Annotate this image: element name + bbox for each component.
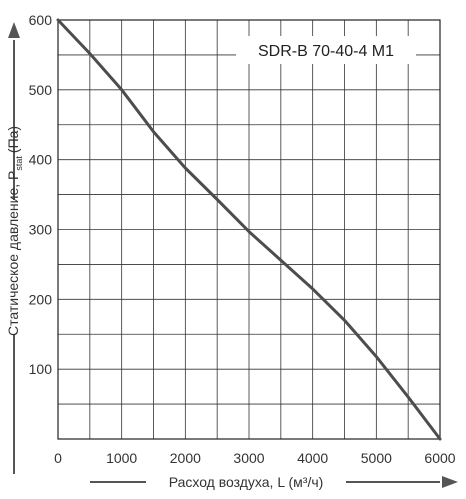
y-tick-label: 300 [29,222,53,238]
x-tick-label: 1000 [106,450,137,466]
y-axis-title-sub: stat [14,156,24,171]
x-tick-label: 4000 [297,450,328,466]
x-axis-title: Расход воздуха, L (м³/ч) [169,474,324,490]
y-axis-arrow-icon [8,22,20,474]
series-line [56,18,442,441]
y-tick-label: 400 [29,152,53,168]
plot-frame [57,19,441,440]
y-tick-labels: 100 200 300 400 500 600 [29,12,53,377]
x-tick-label: 3000 [233,450,264,466]
y-tick-label: 600 [29,12,53,28]
y-tick-label: 100 [29,361,53,377]
y-tick-label: 500 [29,82,53,98]
series-label: SDR-B 70-40-4 M1 [258,43,394,60]
x-tick-label: 0 [54,450,62,466]
x-tick-label: 2000 [170,450,201,466]
y-tick-label: 200 [29,291,53,307]
x-tick-label: 5000 [361,450,392,466]
x-axis-arrow-icon [90,476,458,488]
x-tick-label: 6000 [424,450,455,466]
x-tick-labels: 0 1000 2000 3000 4000 5000 6000 [54,450,456,466]
series-label-background [236,36,416,64]
y-axis-title: Статическое давление, Pstat (Па) [5,126,24,336]
series-layer [56,18,442,441]
y-axis-title-main: Статическое давление, P [5,171,21,336]
y-axis-title-unit: (Па) [5,126,21,153]
